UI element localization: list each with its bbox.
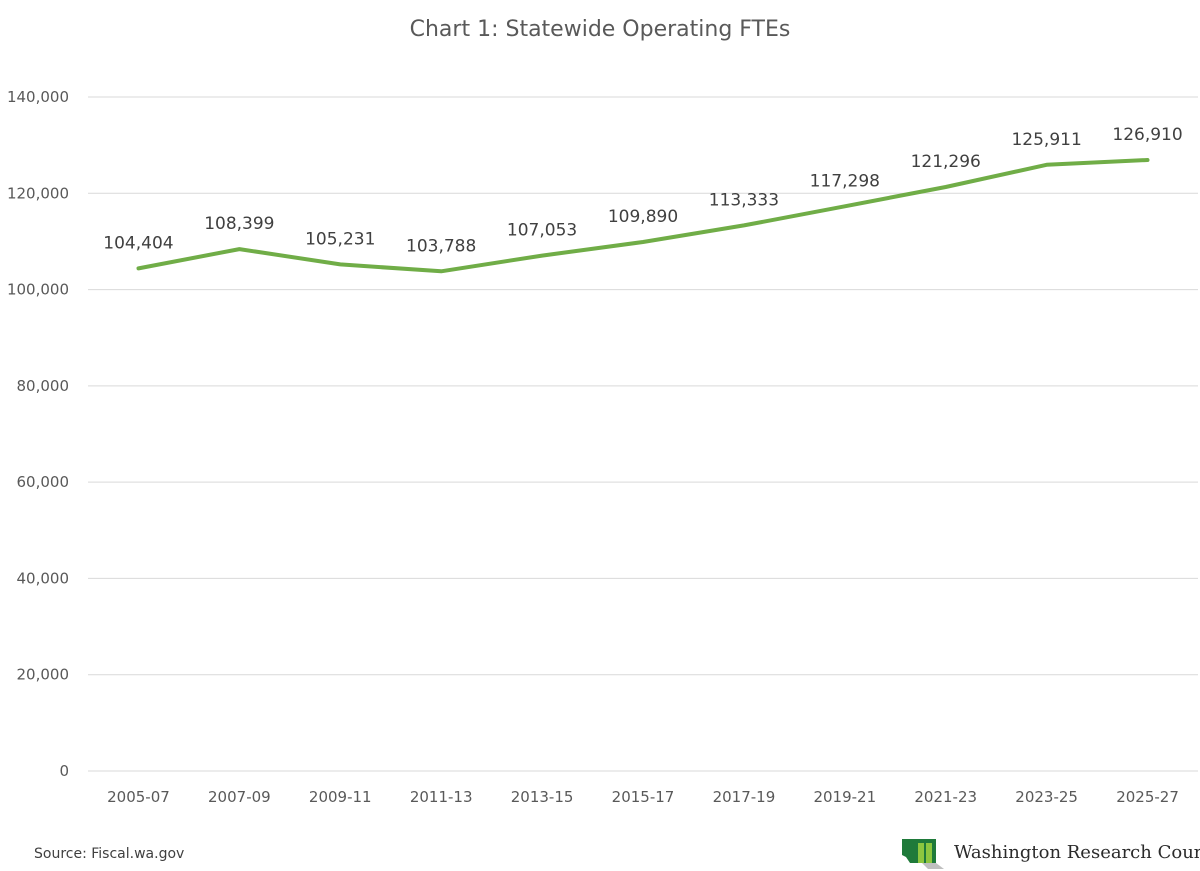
x-tick-label: 2017-19 (713, 788, 776, 806)
y-tick-label: 120,000 (7, 184, 69, 202)
x-tick-label: 2019-21 (813, 788, 876, 806)
series-line (136, 158, 1150, 274)
brand: Washington Research Council (900, 834, 1200, 870)
data-label: 113,333 (709, 190, 779, 210)
x-tick-label: 2013-15 (511, 788, 574, 806)
data-labels: 104,404 108,399 105,231 103,788 107,053 109,8… (103, 125, 1182, 256)
data-label: 103,788 (406, 236, 476, 256)
source-note: Source: Fiscal.wa.gov (34, 846, 185, 862)
x-tick-label: 2015-17 (612, 788, 675, 806)
data-label: 125,911 (1011, 130, 1081, 150)
y-tick-label: 80,000 (17, 377, 70, 395)
x-tick-label: 2011-13 (410, 788, 473, 806)
data-label: 108,399 (204, 214, 274, 234)
data-label: 107,053 (507, 221, 577, 241)
data-label: 105,231 (305, 229, 375, 249)
washington-state-logo-icon (902, 839, 944, 869)
gridlines (88, 96, 1198, 772)
x-tick-label: 2023-25 (1015, 788, 1078, 806)
x-tick-label: 2005-07 (107, 788, 170, 806)
y-tick-label: 20,000 (17, 666, 70, 684)
x-tick-label: 2021-23 (914, 788, 977, 806)
data-label: 121,296 (911, 152, 981, 172)
data-label: 104,404 (103, 233, 173, 253)
y-tick-label: 100,000 (7, 281, 69, 299)
y-tick-label: 140,000 (7, 88, 69, 106)
brand-name: Washington Research Council (954, 841, 1200, 863)
y-tick-label: 0 (59, 762, 69, 780)
x-tick-label: 2009-11 (309, 788, 372, 806)
y-tick-label: 40,000 (17, 569, 70, 587)
x-tick-label: 2025-27 (1116, 788, 1179, 806)
chart-title: Chart 1: Statewide Operating FTEs (410, 17, 791, 42)
x-axis-ticks: 2005-07 2007-09 2009-11 2011-13 2013-15 2015-… (107, 788, 1179, 806)
data-label: 117,298 (810, 171, 880, 191)
x-tick-label: 2007-09 (208, 788, 271, 806)
data-label: 126,910 (1112, 125, 1182, 145)
y-axis-ticks: 0 20,000 40,000 60,000 80,000 100,000 120,000 1… (7, 88, 69, 780)
data-label: 109,890 (608, 207, 678, 227)
y-tick-label: 60,000 (17, 473, 70, 491)
